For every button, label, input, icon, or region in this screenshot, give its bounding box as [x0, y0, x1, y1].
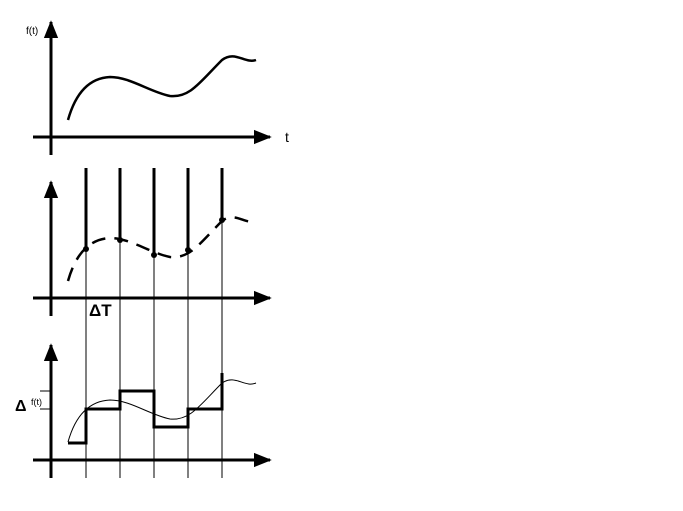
x-axis-label: t [285, 129, 289, 145]
thin-signal-curve [67, 379, 257, 443]
sampled-signal-panel: ΔT [33, 168, 272, 320]
dashed-signal-curve [66, 216, 257, 282]
sampling-interval-label: ΔT [89, 301, 112, 320]
sample-pulses [84, 168, 224, 255]
sample-points [83, 217, 225, 258]
delta-symbol: Δ [15, 398, 27, 415]
y-axis-label: f(t) [26, 26, 38, 37]
staircase-signal [68, 373, 224, 445]
continuous-signal-panel: f(t) t [26, 20, 289, 155]
quantized-signal-panel: Δ f(t) [15, 343, 272, 478]
delta-label: f(t) [31, 397, 42, 407]
signal-curve [66, 55, 257, 121]
